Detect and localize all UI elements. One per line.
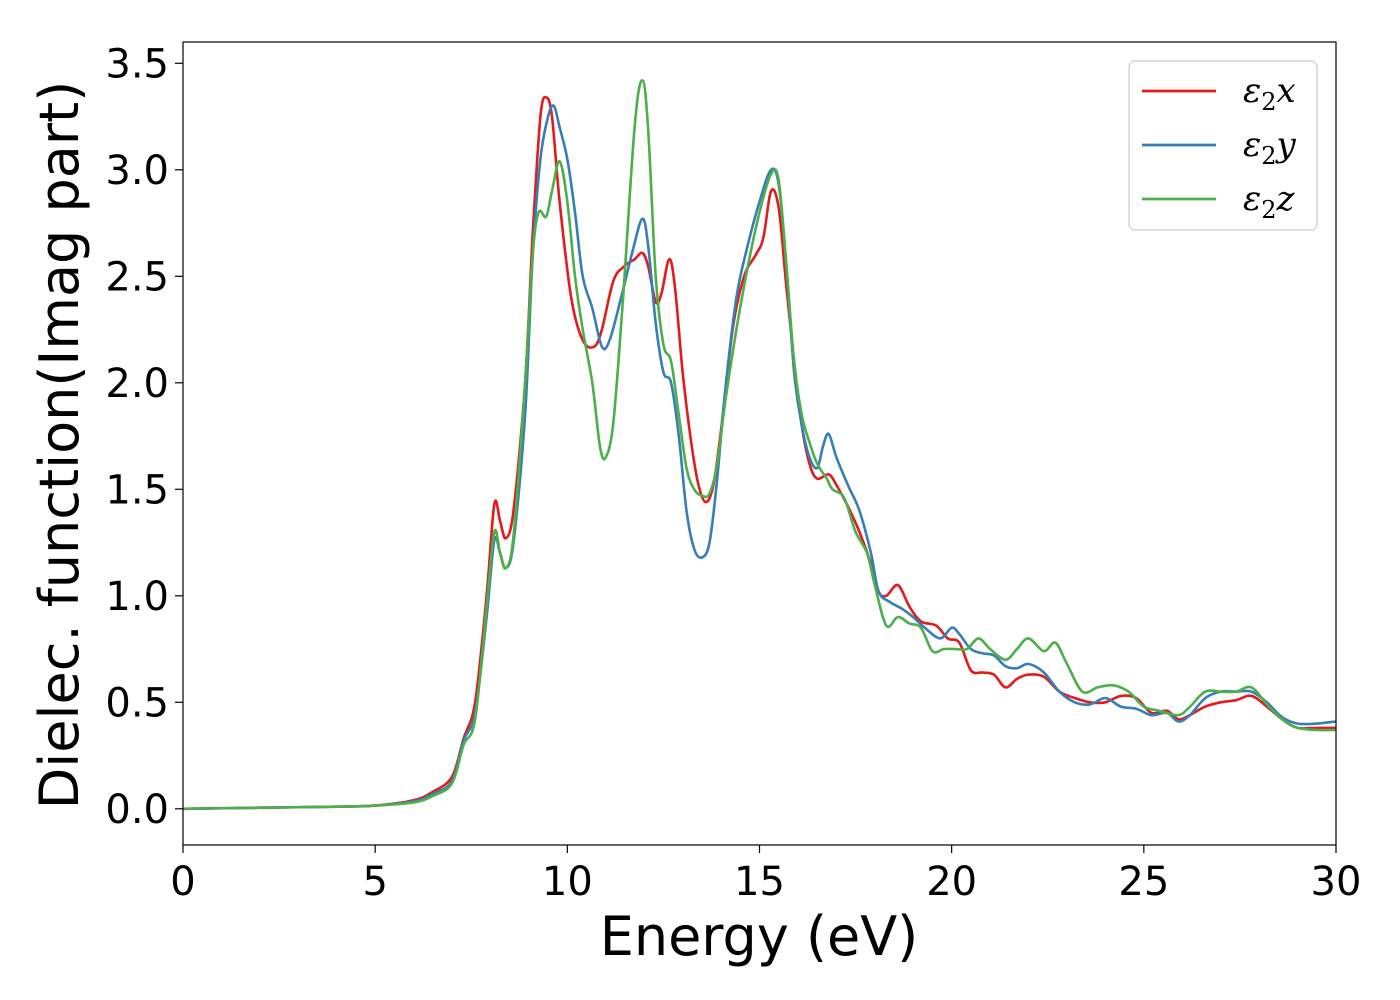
y-axis-label: Dielec. function(Imag part) [28, 81, 91, 810]
x-tick-label: 15 [734, 859, 785, 905]
y-tick-label: 0.0 [105, 787, 169, 833]
legend: ε2x ε2y ε2z [1128, 60, 1318, 231]
y-tick-label: 2.0 [105, 361, 169, 407]
series-line-z [183, 79, 1336, 811]
x-tick-label: 10 [542, 859, 593, 905]
series-layer [183, 79, 1336, 811]
legend-label-z: ε2z [1243, 179, 1296, 224]
y-axis: 0.0 0.5 1.0 1.5 2.0 2.5 3.0 3.5 [105, 41, 183, 833]
x-tick-label: 0 [170, 859, 195, 905]
x-tick-label: 25 [1118, 859, 1169, 905]
legend-label-y: ε2y [1243, 125, 1297, 170]
y-tick-label: 3.0 [105, 148, 169, 194]
x-axis-label: Energy (eV) [600, 905, 919, 968]
y-tick-label: 1.0 [105, 574, 169, 620]
x-tick-label: 30 [1311, 859, 1362, 905]
legend-label-x: ε2x [1243, 71, 1296, 116]
y-tick-label: 0.5 [105, 680, 169, 726]
x-tick-label: 20 [926, 859, 977, 905]
y-tick-label: 1.5 [105, 467, 169, 513]
x-axis: 0 5 10 15 20 25 30 [170, 845, 1361, 905]
y-tick-label: 2.5 [105, 254, 169, 300]
legend-box [1128, 60, 1318, 231]
y-tick-label: 3.5 [105, 41, 169, 87]
x-tick-label: 5 [362, 859, 387, 905]
